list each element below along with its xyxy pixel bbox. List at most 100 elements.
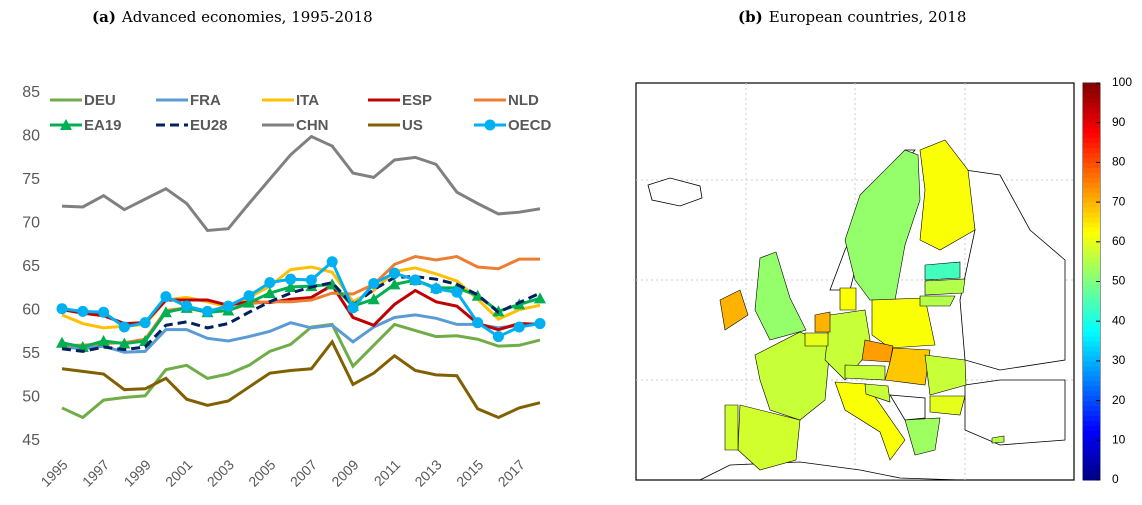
- y-tick-label: 50: [22, 389, 40, 406]
- map-region: [844, 364, 886, 381]
- marker: [305, 274, 317, 286]
- map-region: [844, 149, 921, 301]
- marker: [118, 321, 130, 333]
- marker: [492, 331, 504, 343]
- y-tick-label: 75: [22, 171, 40, 188]
- colorbar-tick-label: 80: [1112, 155, 1126, 169]
- marker: [326, 256, 338, 268]
- colorbar-step: [1083, 455, 1100, 461]
- legend-label: EA19: [84, 117, 122, 134]
- colorbar-step: [1083, 226, 1100, 233]
- colorbar-step: [1083, 425, 1100, 431]
- colorbar-tick-label: 10: [1112, 432, 1126, 446]
- colorbar-step: [1083, 92, 1100, 99]
- marker: [159, 306, 172, 318]
- legend-marker: [484, 119, 496, 131]
- x-tick-label: 1999: [121, 456, 154, 489]
- marker: [388, 278, 401, 290]
- map-region: [924, 261, 961, 281]
- marker: [98, 306, 110, 318]
- marker: [263, 287, 276, 299]
- panel-title: European countries, 2018: [769, 8, 967, 26]
- marker: [285, 273, 297, 285]
- marker: [139, 317, 151, 329]
- colorbar-step: [1083, 301, 1100, 307]
- legend-label: US: [402, 117, 423, 134]
- colorbar-step: [1083, 331, 1100, 337]
- colorbar-step: [1083, 385, 1100, 392]
- legend-label: EU28: [190, 117, 228, 134]
- marker: [56, 303, 68, 315]
- x-tick-label: 2003: [204, 456, 237, 489]
- colorbar-step: [1083, 97, 1100, 104]
- colorbar-step: [1083, 370, 1100, 377]
- colorbar-step: [1083, 182, 1100, 188]
- colorbar-step: [1083, 341, 1100, 347]
- colorbar-step: [1083, 291, 1100, 297]
- colorbar-tick-label: 70: [1112, 194, 1126, 208]
- marker: [222, 300, 234, 312]
- colorbar-step: [1083, 380, 1100, 387]
- colorbar-step: [1083, 400, 1100, 407]
- marker: [181, 300, 193, 312]
- colorbar-step: [1083, 162, 1100, 168]
- marker: [243, 290, 255, 302]
- series-line: [61, 313, 541, 354]
- map-region: [804, 332, 829, 347]
- series-line: [61, 134, 541, 233]
- marker: [76, 341, 89, 353]
- colorbar-step: [1083, 197, 1100, 203]
- colorbar-step: [1083, 256, 1100, 263]
- colorbar-step: [1083, 296, 1100, 302]
- x-tick-label: 2007: [287, 456, 320, 489]
- colorbar-tick-label: 40: [1112, 313, 1126, 327]
- y-tick-label: 85: [22, 84, 40, 101]
- colorbar-step: [1083, 375, 1100, 382]
- marker: [534, 318, 546, 330]
- series-line: [61, 322, 541, 420]
- y-tick-label: 70: [22, 215, 40, 232]
- marker: [264, 277, 276, 289]
- colorbar-step: [1083, 167, 1100, 173]
- colorbar-step: [1083, 395, 1100, 402]
- colorbar-step: [1083, 112, 1100, 119]
- legend-label: OECD: [508, 117, 552, 134]
- marker: [97, 334, 110, 346]
- map-region: [904, 417, 941, 456]
- colorbar-step: [1083, 440, 1100, 446]
- colorbar-step: [1083, 415, 1100, 421]
- colorbar-step: [1083, 147, 1100, 153]
- x-tick-label: 2001: [162, 456, 195, 489]
- x-tick-label: 1995: [37, 456, 70, 489]
- colorbar-step: [1083, 410, 1100, 416]
- marker: [389, 267, 401, 279]
- colorbar-step: [1083, 152, 1100, 158]
- y-tick-label: 60: [22, 302, 40, 319]
- map-region: [924, 354, 967, 396]
- panel-label: (b): [738, 8, 763, 26]
- legend-label: NLD: [508, 92, 539, 109]
- x-tick-label: 2009: [328, 456, 361, 489]
- colorbar-step: [1083, 241, 1100, 248]
- colorbar-step: [1083, 266, 1100, 273]
- colorbar-step: [1083, 475, 1100, 481]
- map-region: [919, 295, 956, 307]
- marker: [243, 296, 256, 308]
- colorbar-step: [1083, 470, 1100, 476]
- colorbar-step: [1083, 207, 1100, 213]
- colorbar-step: [1083, 321, 1100, 327]
- colorbar-step: [1083, 202, 1100, 208]
- marker: [160, 291, 172, 303]
- legend-label: DEU: [84, 92, 116, 109]
- panel-a-label: (a) Advanced economies, 1995-2018: [92, 8, 373, 26]
- series-line: [62, 254, 540, 347]
- legend-label: CHN: [296, 117, 329, 134]
- x-tick-label: 2015: [453, 456, 486, 489]
- colorbar-step: [1083, 281, 1100, 287]
- marker: [284, 281, 297, 293]
- colorbar-step: [1083, 122, 1100, 129]
- y-tick-label: 55: [22, 345, 40, 362]
- colorbar-step: [1083, 132, 1100, 139]
- marker: [430, 283, 442, 295]
